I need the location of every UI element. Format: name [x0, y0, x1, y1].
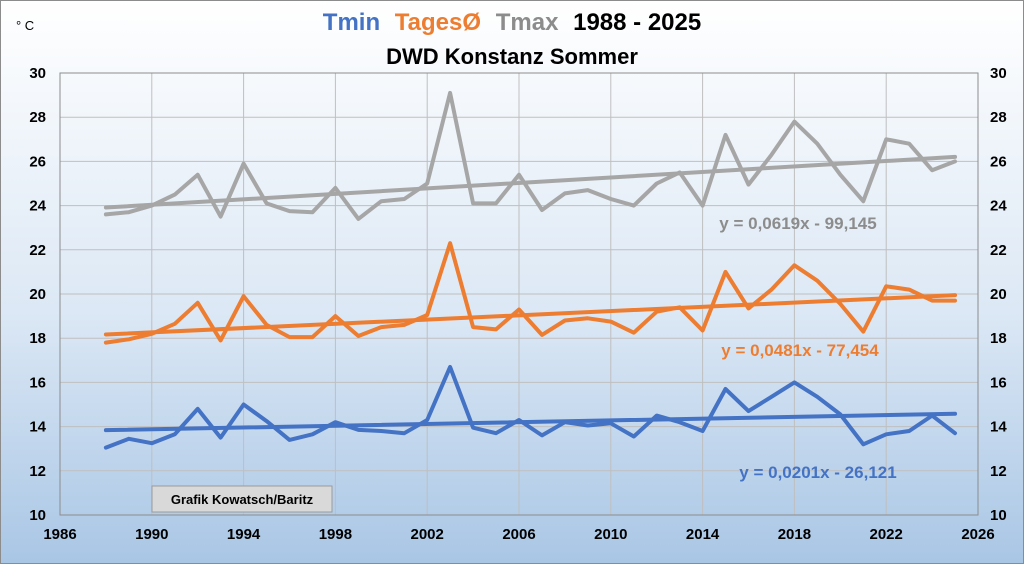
y-tick-label-right: 28 — [990, 109, 1007, 126]
tick-labels: 1986 1990 1994 1998 2002 2006 2010 2014 2018 2022… — [29, 65, 1007, 543]
y-tick-label-right: 30 — [990, 65, 1007, 82]
x-tick-label: 2010 — [594, 526, 627, 543]
axes — [59, 72, 979, 516]
x-tick-label: 2022 — [870, 526, 903, 543]
y-tick-label-left: 16 — [29, 374, 46, 391]
title-tmin: Tmin — [323, 9, 380, 36]
y-tick-label-left: 14 — [29, 419, 46, 436]
y-tick-label-right: 24 — [990, 198, 1007, 215]
series-lines — [103, 90, 957, 450]
y-axis-unit: ° C — [16, 18, 34, 33]
y-tick-label-left: 26 — [29, 153, 46, 170]
y-tick-label-right: 22 — [990, 242, 1007, 259]
x-tick-label: 2018 — [778, 526, 811, 543]
y-tick-label-right: 20 — [990, 286, 1007, 303]
trend-line-tmin — [103, 411, 958, 433]
x-tick-label: 1994 — [227, 526, 261, 543]
y-tick-label-right: 12 — [990, 463, 1007, 480]
title-tmax: Tmax — [496, 9, 559, 36]
chart-title: Tmin TagesØ Tmax 1988 - 2025 — [323, 9, 701, 36]
equation-tages: y = 0,0481x - 77,454 — [721, 341, 879, 360]
trend-line-tmax — [103, 154, 958, 210]
y-tick-label-left: 22 — [29, 242, 46, 259]
x-tick-label: 2026 — [961, 526, 994, 543]
y-tick-label-left: 12 — [29, 463, 46, 480]
x-tick-label: 2002 — [411, 526, 444, 543]
trend-lines — [103, 154, 958, 433]
title-period: 1988 - 2025 — [573, 9, 701, 36]
y-tick-label-right: 16 — [990, 374, 1007, 391]
equation-tmin: y = 0,0201x - 26,121 — [739, 463, 896, 482]
x-tick-label: 1986 — [43, 526, 76, 543]
y-tick-label-left: 18 — [29, 330, 46, 347]
x-tick-label: 1990 — [135, 526, 168, 543]
equation-tmax: y = 0,0619x - 99,145 — [719, 214, 876, 233]
x-tick-label: 1998 — [319, 526, 352, 543]
y-tick-label-left: 20 — [29, 286, 46, 303]
x-tick-label: 2014 — [686, 526, 720, 543]
y-tick-label-right: 26 — [990, 153, 1007, 170]
y-tick-label-left: 24 — [29, 198, 46, 215]
chart-subtitle: DWD Konstanz Sommer — [386, 44, 638, 69]
y-tick-label-left: 28 — [29, 109, 46, 126]
x-tick-label: 2006 — [502, 526, 535, 543]
y-tick-label-right: 14 — [990, 419, 1007, 436]
y-tick-label-left: 10 — [29, 507, 46, 524]
plot-area-frame — [59, 72, 979, 516]
credit-box: Grafik Kowatsch/Baritz — [151, 485, 333, 513]
series-line-tmax — [103, 90, 957, 221]
y-tick-label-right: 10 — [990, 507, 1007, 524]
credit-text: Grafik Kowatsch/Baritz — [171, 492, 314, 507]
series-line-tmin — [103, 364, 957, 450]
trend-line-tages — [103, 293, 958, 337]
y-tick-label-left: 30 — [29, 65, 46, 82]
title-tages: TagesØ — [395, 9, 481, 36]
series-line-tages — [103, 241, 957, 345]
y-tick-label-right: 18 — [990, 330, 1007, 347]
